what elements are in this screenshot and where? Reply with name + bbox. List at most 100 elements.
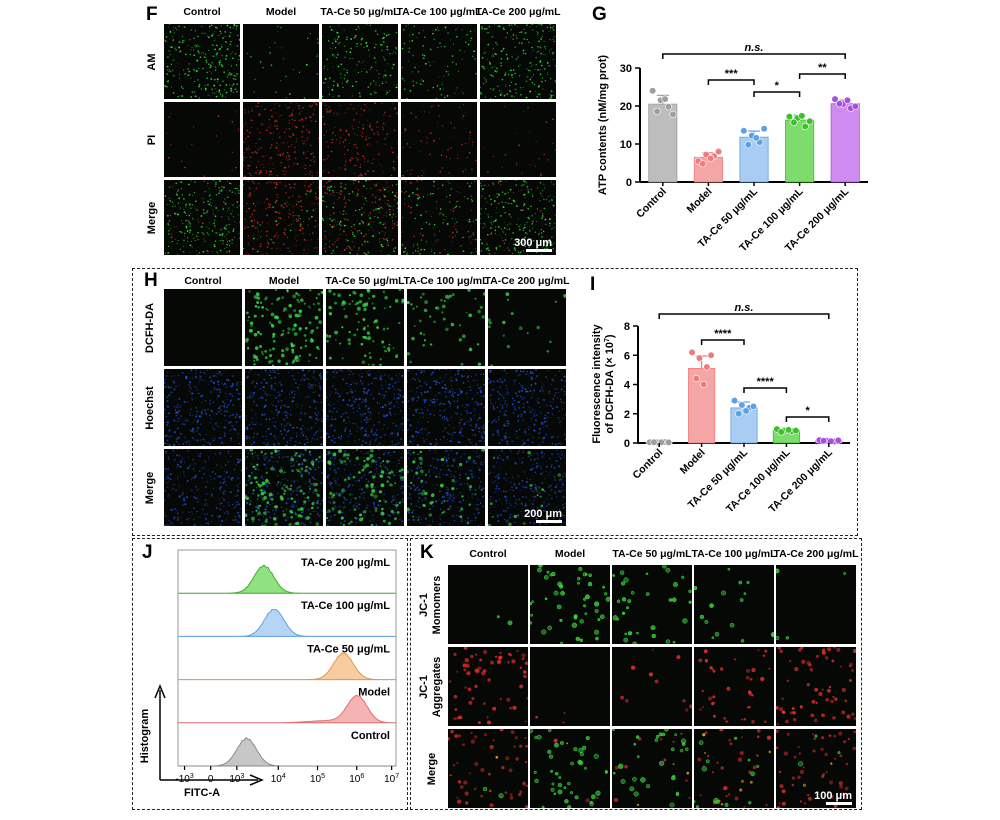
micrograph-merge-control	[164, 180, 240, 255]
significance-label: **	[818, 62, 827, 74]
significance-label: ***	[725, 68, 739, 80]
scale-bar	[826, 802, 852, 805]
x-tick-label: 107	[384, 773, 399, 785]
micrograph-pi-control	[164, 102, 240, 177]
x-tick-label: 103	[229, 773, 244, 785]
row-label-line-2: Momomers	[431, 575, 443, 634]
bar-ta-ce-50-g-ml	[739, 136, 769, 183]
track-label-ta-ce-50-g-ml: TA-Ce 50 μg/mL	[307, 643, 390, 655]
micrograph-jc-1-momomers-ta-ce-200-g-ml	[776, 565, 856, 644]
data-point	[777, 428, 785, 436]
x-tick-label-model: Model	[678, 447, 708, 477]
micrograph-dcfh-da-ta-ce-50-g-ml	[326, 289, 404, 366]
flow-histogram: TA-Ce 200 μg/mL TA-Ce 100 μg/mL TA-Ce 50 μ…	[139, 549, 399, 799]
data-point	[707, 154, 715, 163]
data-point	[730, 396, 739, 405]
row-label-jc-1: JC-1 Momomers	[418, 565, 446, 645]
significance-label: *	[775, 80, 780, 92]
col-header-model: Model	[265, 6, 297, 18]
significance-bracket	[658, 313, 830, 319]
data-point	[749, 402, 758, 411]
micrograph-jc-1-aggregates-control	[448, 647, 528, 726]
y-tick-label: 10	[620, 139, 632, 151]
data-point	[669, 110, 677, 118]
row-label-line: DCFH-DA	[144, 302, 156, 353]
data-point	[664, 103, 673, 111]
y-axis-title-main: of DCFH-DA (× 10	[604, 342, 616, 434]
row-label-dcfh-da: DCFH-DA	[136, 288, 164, 368]
y-axis-title-line2: of DCFH-DA (× 107)	[604, 334, 616, 433]
col-header-control: Control	[469, 548, 507, 560]
data-point	[699, 160, 707, 168]
data-point	[843, 96, 852, 104]
row-label-line: Merge	[144, 471, 156, 504]
micrograph-jc-1-aggregates-ta-ce-200-g-ml	[776, 647, 856, 726]
micrograph-jc-1-momomers-model	[530, 565, 610, 644]
row-label-line-2: Aggregates	[431, 656, 443, 717]
micrograph-hoechst-control	[164, 369, 242, 446]
micrograph-merge-ta-ce-50-g-ml	[612, 729, 692, 808]
micrograph-merge-ta-ce-200-g-ml: 300 μm	[480, 180, 556, 255]
col-header-ta-ce-200-g-ml: TA-Ce 200 μg/mL	[773, 548, 859, 560]
x-tick-label-control: Control	[630, 447, 665, 482]
micrograph-am-ta-ce-200-g-ml	[480, 24, 556, 99]
data-point	[661, 95, 669, 103]
y-tick-label: 30	[620, 63, 632, 75]
track-label-ta-ce-200-g-ml: TA-Ce 200 μg/mL	[301, 557, 390, 569]
micrograph-pi-ta-ce-200-g-ml	[480, 102, 556, 177]
significance-label: ****	[757, 376, 775, 388]
x-tick-label: 104	[271, 773, 286, 785]
data-point	[801, 122, 809, 131]
col-header-ta-ce-100-g-ml: TA-Ce 100 μg/mL	[403, 275, 489, 287]
micrograph-merge-ta-ce-200-g-ml: 100 μm	[776, 729, 856, 808]
y-axis-title: ATP contents (nM/mg prot)	[597, 55, 609, 195]
panel-label-j: J	[142, 542, 153, 563]
micrograph-merge-control	[164, 449, 242, 526]
data-point	[653, 107, 661, 115]
significance-label: n.s.	[735, 302, 754, 314]
x-tick-label-model: Model	[685, 186, 715, 216]
arrow-head-icon	[154, 684, 166, 699]
micrograph-merge-model	[243, 180, 319, 255]
x-tick-exp: 4	[282, 773, 286, 780]
x-axis-title: FITC-A	[184, 787, 220, 799]
micrograph-merge-ta-ce-50-g-ml	[322, 180, 398, 255]
row-label-line: JC-1	[418, 592, 430, 617]
significance-label: n.s.	[745, 42, 764, 54]
micrograph-hoechst-model	[245, 369, 323, 446]
data-point	[819, 437, 828, 445]
micrograph-pi-model	[243, 102, 319, 177]
histogram-ta-ce-50-g-ml	[178, 652, 396, 681]
x-tick-exp: 6	[360, 773, 364, 780]
panel-k-frame	[410, 538, 862, 810]
col-header-ta-ce-200-g-ml: TA-Ce 200 μg/mL	[484, 275, 570, 287]
panel-label-i: I	[590, 274, 596, 295]
y-axis-title-end: )	[604, 334, 616, 338]
data-point	[827, 437, 835, 445]
row-label-hoechst: Hoechst	[136, 368, 164, 448]
col-header-ta-ce-200-g-ml: TA-Ce 200 μg/mL	[475, 6, 561, 18]
histogram-ta-ce-200-g-ml	[178, 564, 396, 594]
y-tick-label: 4	[624, 380, 631, 392]
panel-label-h: H	[144, 270, 158, 291]
micrograph-merge-ta-ce-100-g-ml	[694, 729, 774, 808]
row-label-line: JC-1	[418, 674, 430, 699]
data-point	[649, 87, 657, 95]
y-tick-label: 8	[624, 321, 630, 333]
scale-bar-label: 300 μm	[514, 237, 552, 249]
data-point	[714, 147, 723, 156]
data-point	[760, 125, 768, 133]
micrograph-pi-ta-ce-50-g-ml	[322, 102, 398, 177]
micrograph-dcfh-da-model	[245, 289, 323, 366]
significance-bracket	[785, 416, 830, 422]
micrograph-hoechst-ta-ce-50-g-ml	[326, 369, 404, 446]
row-label-merge: Merge	[138, 178, 166, 258]
x-tick-label-control: Control	[634, 186, 669, 221]
data-point	[665, 438, 673, 447]
track-label-model: Model	[358, 687, 390, 699]
significance-bracket	[662, 53, 846, 59]
significance-bracket	[700, 339, 745, 345]
x-tick-exp: 7	[395, 773, 399, 780]
histogram-model	[178, 694, 396, 724]
col-header-control: Control	[184, 275, 222, 287]
